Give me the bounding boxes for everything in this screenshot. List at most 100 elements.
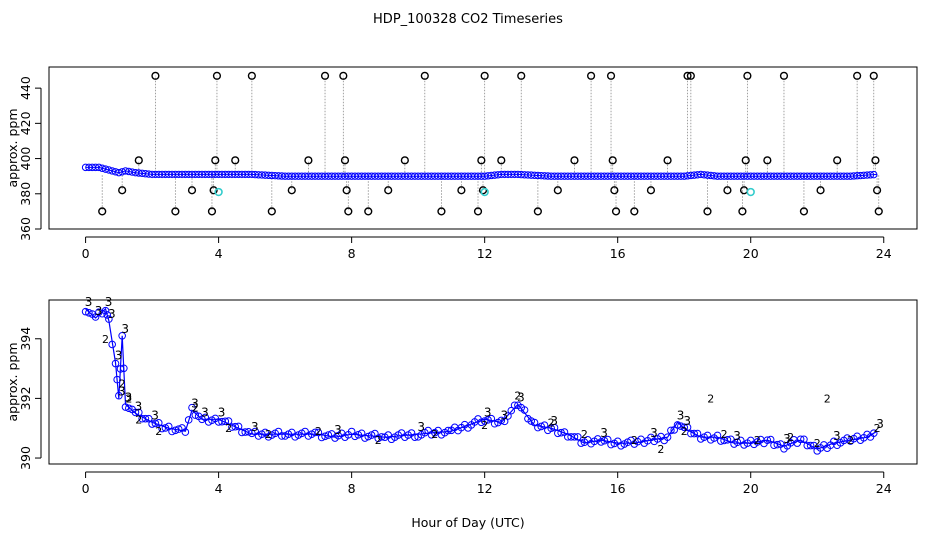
bottom-y-axis-label: approx. ppm [5, 342, 20, 421]
blue-point [188, 403, 196, 412]
blue-marker-label: 3 [218, 405, 226, 419]
x-tick-label: 12 [477, 481, 493, 496]
green-marker-label: 2 [681, 425, 688, 438]
green-marker-label: 2 [431, 428, 438, 441]
outlier-point [340, 156, 350, 165]
x-tick-label: 20 [743, 481, 759, 496]
blue-point [191, 411, 200, 419]
blue-point [168, 427, 176, 436]
x-axis-label: Hour of Day (UTC) [411, 515, 524, 530]
blue-point [134, 408, 143, 417]
blue-point [550, 423, 559, 432]
top-y-axis-label: approx. ppm [5, 108, 20, 187]
green-marker-label: 2 [707, 392, 714, 405]
blue-point [504, 412, 512, 420]
green-marker-label: 2 [225, 422, 232, 435]
blue-point [507, 406, 516, 415]
blue-point [570, 433, 579, 441]
blue-point [105, 315, 113, 323]
y-tick-label: 392 [18, 386, 33, 410]
y-tick-label: 420 [18, 111, 33, 135]
blue-marker-label: 3 [105, 295, 113, 309]
green-marker-label: 2 [265, 428, 272, 441]
green-marker-label: 2 [548, 416, 555, 429]
blue-point [115, 168, 123, 177]
top-plot-marks [81, 71, 883, 216]
blue-point [141, 414, 150, 423]
green-marker-label: 2 [481, 419, 488, 432]
outlier-point [871, 156, 880, 165]
blue-point [773, 440, 782, 449]
outlier-point [400, 156, 409, 165]
blue-point [607, 440, 615, 449]
green-marker-label: 2 [102, 333, 109, 346]
outlier-point [171, 207, 180, 216]
blue-marker-label: 3 [251, 420, 259, 434]
blue-point [763, 436, 772, 444]
blue-marker-label: 3 [334, 423, 342, 437]
outlier-point [287, 186, 296, 195]
blue-point [184, 416, 193, 424]
green-marker-label: 2 [135, 413, 142, 426]
x-tick-label: 20 [743, 246, 759, 261]
blue-point [125, 404, 133, 413]
green-marker-label: 2 [631, 434, 638, 447]
x-tick-label: 16 [610, 481, 626, 496]
green-marker-label: 2 [155, 425, 162, 438]
green-marker-label: 2 [514, 389, 521, 402]
outlier-point [646, 186, 656, 195]
outlier-point [586, 71, 596, 80]
outlier-point [533, 207, 542, 216]
blue-point [113, 375, 121, 384]
outlier-point [779, 71, 789, 80]
outlier-point [134, 156, 143, 165]
green-marker-label: 2 [375, 434, 382, 447]
cyan-point [214, 187, 223, 197]
blue-point [221, 417, 230, 426]
outlier-point [874, 207, 883, 216]
x-tick-label: 4 [215, 481, 223, 496]
blue-marker-label: 3 [95, 304, 103, 318]
blue-point [490, 419, 499, 428]
blue-marker-label: 3 [500, 408, 508, 422]
y-tick-label: 390 [18, 446, 33, 470]
blue-point [537, 422, 545, 431]
blue-marker-label: 3 [733, 429, 741, 443]
green-marker-label: 2 [754, 434, 761, 447]
top-x-axis: 0 4 8 12 16 20 24 [82, 236, 892, 261]
x-tick-label: 12 [477, 246, 493, 261]
cyan-point [480, 187, 489, 197]
blue-marker-label: 3 [201, 405, 209, 419]
y-tick-label: 360 [18, 217, 33, 241]
blue-point [98, 164, 106, 172]
blue-point [520, 406, 529, 414]
outlier-point [683, 71, 692, 80]
outlier-point [437, 207, 446, 216]
blue-point [869, 429, 878, 437]
blue-point [181, 428, 190, 436]
blue-point [131, 408, 140, 417]
outlier-point [853, 71, 862, 80]
green-marker-label: 2 [824, 392, 831, 405]
outlier-point [304, 156, 313, 165]
outlier-point [339, 71, 348, 80]
green-marker-label: 2 [847, 434, 854, 447]
outlier-point [497, 156, 506, 165]
outlier-point [320, 71, 330, 80]
outlier-point [570, 156, 579, 165]
outlier-point [703, 207, 712, 216]
blue-marker-label: 3 [783, 432, 791, 446]
outlier-point [608, 156, 617, 165]
blue-point [118, 331, 126, 340]
x-tick-label: 8 [348, 246, 356, 261]
green-marker-label: 2 [814, 437, 821, 450]
blue-point [866, 171, 875, 179]
outlier-point [663, 156, 672, 165]
y-tick-label: 380 [18, 182, 33, 206]
blue-marker-label: 3 [135, 399, 143, 413]
blue-point [806, 441, 815, 450]
blue-point [105, 166, 113, 174]
blue-point [95, 163, 103, 172]
